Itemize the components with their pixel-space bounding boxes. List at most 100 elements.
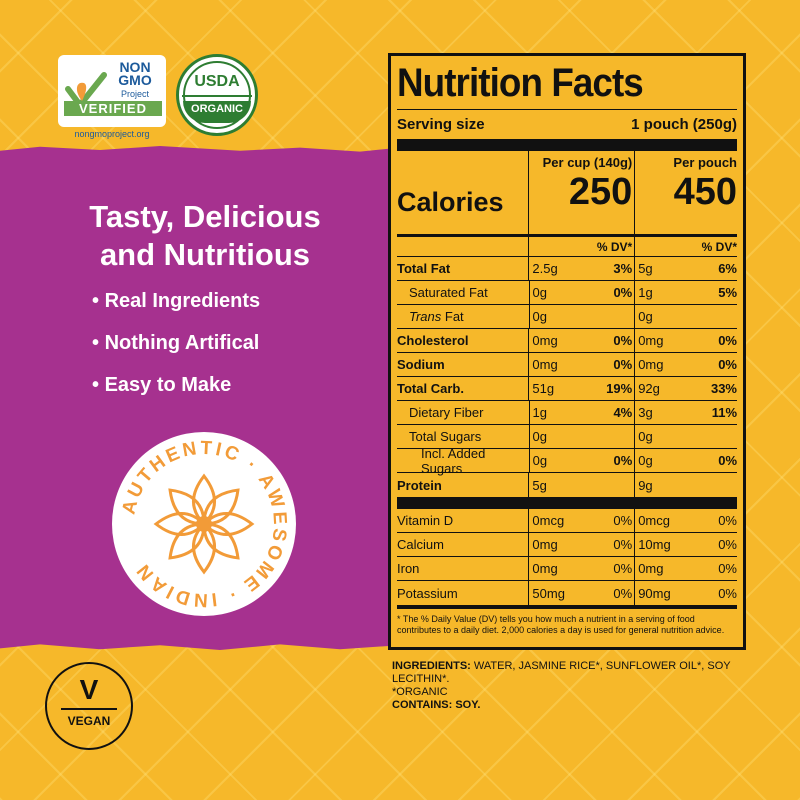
nutrient-dv-pouch: 11% [711, 405, 738, 420]
allergen-statement: CONTAINS: SOY. [392, 699, 481, 711]
nutrient-dv-pouch: 6% [718, 261, 737, 276]
per-pouch-column: Per pouch 450 [634, 151, 737, 234]
calories-label: Calories [397, 187, 504, 217]
nutrient-amount-pouch: 0g [634, 449, 705, 472]
nutrient-dv-pouch [705, 305, 737, 328]
trans-rest: Fat [441, 309, 464, 324]
vitamin-dv-pouch: 0% [718, 561, 737, 576]
per-cup-column: Per cup (140g) 250 [528, 151, 634, 234]
flower-icon [153, 473, 255, 575]
gmo-text: GMO [118, 72, 152, 88]
nutrient-dv-cup: 4% [613, 405, 633, 420]
nutrient-label: Trans Fat [397, 309, 529, 324]
feature-item: Easy to Make [92, 374, 260, 416]
nutrient-dv-cup: 0% [613, 453, 633, 468]
nutrient-label: Incl. Added Sugars [421, 445, 486, 476]
divider [397, 109, 737, 110]
non-gmo-site: nongmoproject.org [74, 129, 150, 139]
vitamin-row: Calcium 0mg 0% 10mg 0% [397, 533, 737, 557]
calories-row: Calories Per cup (140g) 250 Per pouch 45… [397, 151, 737, 237]
verified-text: VERIFIED [64, 101, 162, 116]
nutrient-dv-pouch: 0% [718, 453, 738, 468]
vitamin-label: Vitamin D [397, 513, 454, 528]
vitamin-amount-pouch: 90mg [634, 581, 705, 605]
thin-divider [397, 605, 737, 609]
dv-label-pouch: % DV* [634, 237, 737, 256]
vitamin-amount-cup: 50mg [528, 581, 599, 605]
usda-text: USDA [194, 73, 240, 90]
vitamin-dv-pouch: 0% [718, 537, 737, 552]
ingredients-block: INGREDIENTS: WATER, JASMINE RICE*, SUNFL… [392, 660, 742, 712]
nutrient-amount-pouch: 92g [634, 377, 705, 400]
vegan-badge: V VEGAN [45, 662, 133, 750]
nutrient-amount-pouch: 3g [634, 401, 705, 424]
nutrient-amount-pouch: 9g [634, 473, 705, 497]
nutrient-dv-pouch: 33% [710, 381, 737, 396]
nutrient-label: Protein [397, 477, 442, 493]
non-gmo-text: NON GMO [108, 59, 162, 88]
serving-value: 1 pouch (250g) [631, 116, 737, 133]
dv-label-cup: % DV* [528, 237, 634, 256]
nutrient-dv-pouch [705, 425, 737, 448]
headline-line-2: and Nutritious [99, 237, 311, 272]
vitamin-amount-pouch: 10mg [634, 533, 705, 556]
vitamin-dv-pouch: 0% [718, 513, 737, 528]
dv-footnote: * The % Daily Value (DV) tells you how m… [397, 614, 725, 635]
nutrient-dv-cup: 3% [613, 261, 633, 276]
nutrient-label: Total Sugars [409, 429, 482, 444]
nutrient-amount-pouch: 0g [634, 425, 705, 448]
nutrient-amount-pouch: 5g [634, 257, 705, 280]
per-cup-calories: 250 [568, 171, 633, 213]
vitamin-amount-cup: 0mg [528, 557, 599, 580]
vitamin-amount-pouch: 0mg [634, 557, 705, 580]
nutrient-dv-cup [600, 473, 635, 497]
nutrient-row: Total Fat 2.5g 3% 5g 6% [397, 257, 737, 281]
feature-item: Nothing Artifical [92, 332, 260, 374]
headline: Tasty, Delicious and Nutritious [40, 198, 370, 274]
thick-divider [397, 139, 737, 151]
nutrient-amount-cup: 0g [528, 449, 600, 472]
nutrient-amount-cup: 51g [528, 377, 599, 400]
vitamin-dv-cup: 0% [613, 513, 633, 528]
nutrient-dv-cup [600, 425, 635, 448]
nutrient-dv-pouch: 0% [718, 357, 737, 372]
nutrient-amount-cup: 1g [528, 401, 600, 424]
per-cup-header: Per cup (140g) [542, 155, 633, 170]
vitamin-dv-cup: 0% [613, 561, 633, 576]
nutrient-amount-cup: 2.5g [528, 257, 599, 280]
nutrient-dv-cup: 0% [613, 285, 633, 300]
vitamin-row: Vitamin D 0mcg 0% 0mcg 0% [397, 509, 737, 533]
vitamin-dv-pouch: 0% [718, 585, 737, 601]
nutrient-label: Total Fat [397, 261, 451, 276]
ingredients-line: INGREDIENTS: WATER, JASMINE RICE*, SUNFL… [392, 660, 742, 686]
nutrient-dv-cup: 0% [613, 333, 633, 348]
nutrient-amount-cup: 0g [528, 425, 600, 448]
nutrient-label: Sodium [397, 357, 445, 372]
vegan-v-icon: V [79, 674, 99, 705]
feature-item: Real Ingredients [92, 290, 261, 332]
organic-note: *ORGANIC [392, 686, 448, 698]
nutrition-title: Nutrition Facts [397, 61, 644, 105]
nutrient-amount-cup: 0mg [528, 329, 599, 352]
nutrient-row: Total Sugars 0g 0g [397, 425, 737, 449]
nutrient-row: Sodium 0mg 0% 0mg 0% [397, 353, 737, 377]
vitamin-label: Iron [397, 561, 420, 576]
vitamin-row: Iron 0mg 0% 0mg 0% [397, 557, 737, 581]
nutrient-amount-pouch: 0mg [634, 329, 705, 352]
nutrient-dv-cup [600, 305, 635, 328]
non-gmo-logo: NON GMO Project VERIFIED [58, 55, 166, 127]
nutrient-amount-pouch: 0mg [634, 353, 705, 376]
ingredients-text: WATER, JASMINE RICE*, SUNFLOWER OIL*, SO… [392, 660, 731, 685]
per-pouch-header: Per pouch [673, 155, 737, 170]
vitamin-amount-pouch: 0mcg [634, 509, 705, 532]
vitamin-dv-cup: 0% [613, 585, 633, 601]
nutrient-row: Total Carb. 51g 19% 92g 33% [397, 377, 737, 401]
organic-text: ORGANIC [183, 101, 251, 123]
non-text: NON [119, 59, 151, 75]
nutrient-label: Cholesterol [397, 333, 469, 348]
nutrient-row: Incl. Added Sugars 0g 0% 0g 0% [397, 445, 738, 476]
vegan-label: VEGAN [61, 708, 117, 728]
per-pouch-calories: 450 [673, 171, 737, 213]
nutrient-label: Saturated Fat [409, 285, 488, 300]
nutrient-dv-cup: 0% [613, 357, 633, 372]
